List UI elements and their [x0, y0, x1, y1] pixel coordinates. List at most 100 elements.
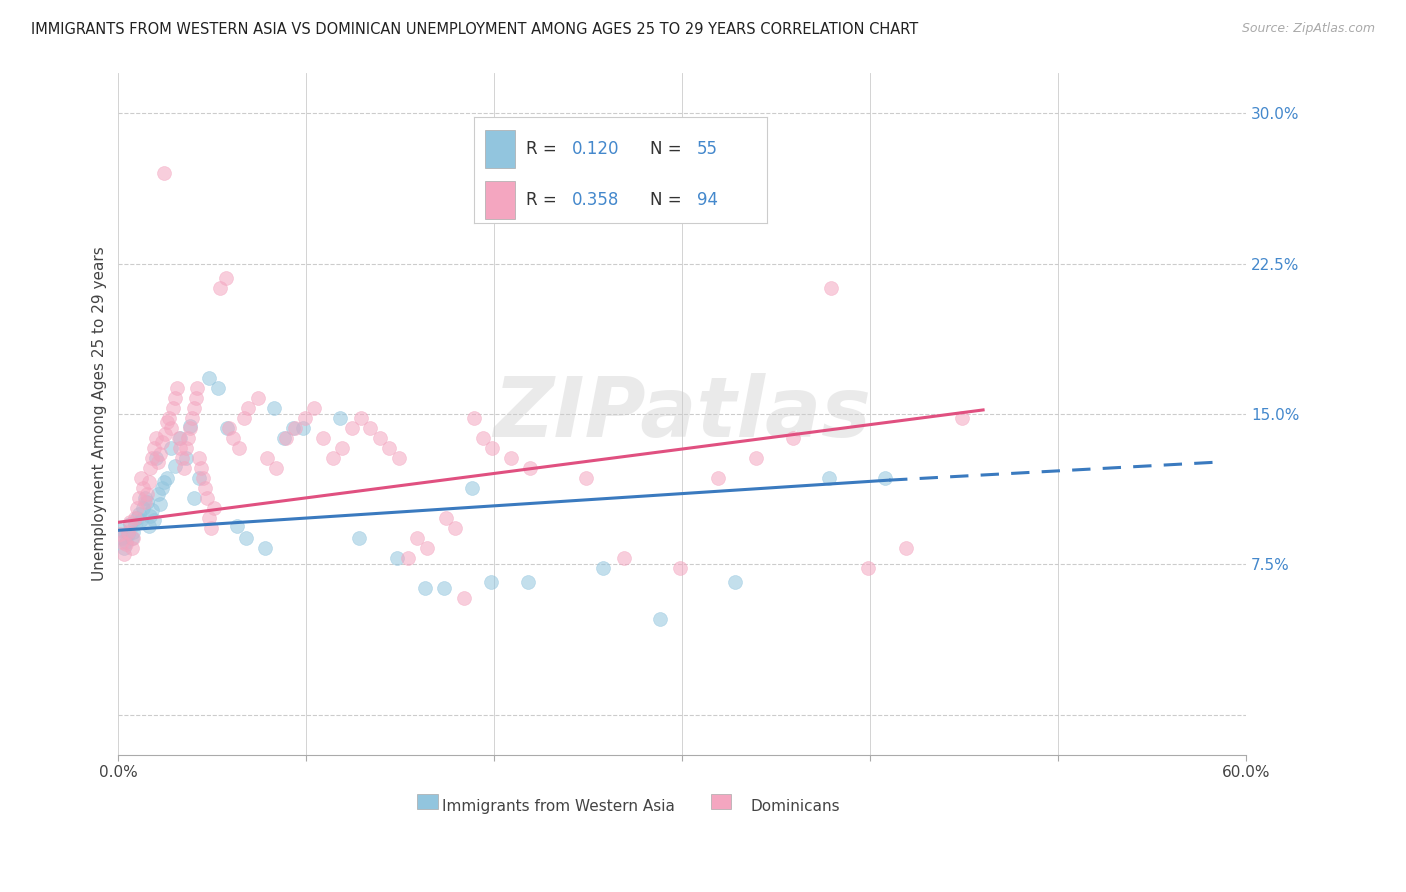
Point	[118, 517, 141, 532]
Point	[146, 455, 169, 469]
Point	[143, 441, 166, 455]
Point	[350, 411, 373, 425]
Point	[149, 447, 172, 461]
Point	[894, 541, 917, 556]
Point	[385, 551, 408, 566]
Point	[368, 431, 391, 445]
Point	[592, 561, 614, 575]
Point	[134, 491, 156, 506]
Point	[117, 525, 139, 540]
Point	[266, 461, 288, 475]
Point	[190, 461, 212, 475]
Point	[132, 481, 155, 495]
Point	[122, 525, 145, 540]
Point	[179, 419, 201, 434]
Point	[284, 421, 307, 435]
Point	[461, 481, 484, 495]
Point	[648, 611, 671, 625]
Point	[236, 401, 259, 415]
Point	[519, 461, 541, 475]
Point	[152, 475, 174, 490]
Text: Dominicans: Dominicans	[751, 799, 839, 814]
Point	[246, 391, 269, 405]
Point	[256, 451, 278, 466]
Point	[744, 451, 766, 466]
Point	[444, 521, 467, 535]
Point	[160, 441, 183, 455]
Point	[208, 280, 231, 294]
Text: ZIPatlas: ZIPatlas	[494, 374, 872, 454]
Point	[433, 582, 456, 596]
Point	[434, 511, 457, 525]
Point	[191, 471, 214, 485]
Point	[145, 451, 167, 466]
Point	[128, 507, 150, 521]
Point	[669, 561, 692, 575]
Point	[479, 575, 502, 590]
Point	[222, 431, 245, 445]
Point	[322, 451, 344, 466]
Point	[575, 471, 598, 485]
Point	[184, 391, 207, 405]
Point	[117, 527, 139, 541]
Point	[177, 431, 200, 445]
Point	[115, 535, 138, 549]
Point	[134, 495, 156, 509]
Point	[138, 475, 160, 490]
Point	[174, 441, 197, 455]
Point	[217, 421, 239, 435]
Point	[141, 503, 163, 517]
Y-axis label: Unemployment Among Ages 25 to 29 years: Unemployment Among Ages 25 to 29 years	[93, 246, 107, 582]
Point	[173, 461, 195, 475]
Point	[218, 421, 240, 435]
Point	[820, 280, 842, 294]
Point	[312, 431, 335, 445]
Point	[138, 519, 160, 533]
Point	[202, 501, 225, 516]
Point	[111, 535, 134, 549]
Point	[129, 471, 152, 485]
Point	[179, 421, 201, 435]
Point	[169, 431, 191, 445]
Point	[274, 431, 297, 445]
Point	[415, 541, 437, 556]
Point	[724, 575, 747, 590]
Point	[129, 513, 152, 527]
Point	[141, 451, 163, 466]
Point	[150, 481, 173, 495]
Point	[135, 487, 157, 501]
Point	[387, 451, 409, 466]
FancyBboxPatch shape	[418, 795, 437, 809]
Point	[124, 511, 146, 525]
Point	[163, 459, 186, 474]
Point	[188, 451, 211, 466]
Point	[453, 591, 475, 606]
Point	[156, 471, 179, 485]
Point	[347, 531, 370, 545]
Point	[157, 411, 180, 425]
Point	[294, 411, 316, 425]
Point	[263, 401, 285, 415]
Point	[121, 541, 143, 556]
Point	[225, 519, 247, 533]
Point	[166, 381, 188, 395]
Point	[291, 421, 314, 435]
Point	[875, 471, 897, 485]
Point	[186, 381, 208, 395]
Point	[396, 551, 419, 566]
Point	[200, 521, 222, 535]
Point	[146, 487, 169, 501]
Point	[481, 441, 503, 455]
Point	[197, 371, 219, 385]
Point	[155, 427, 177, 442]
Point	[952, 411, 974, 425]
Point	[228, 441, 250, 455]
Point	[188, 471, 211, 485]
Point	[160, 421, 183, 435]
Point	[194, 481, 217, 495]
Text: Immigrants from Western Asia: Immigrants from Western Asia	[441, 799, 675, 814]
Point	[128, 491, 150, 506]
Point	[127, 511, 149, 525]
Point	[112, 547, 135, 561]
Point	[115, 537, 138, 551]
